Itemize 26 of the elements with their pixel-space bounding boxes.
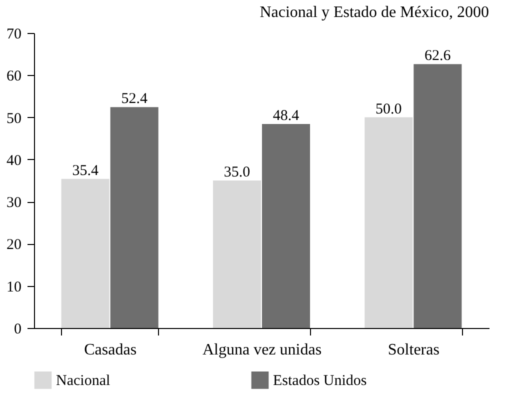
data-label: 50.0 [376, 101, 402, 118]
legend-label: Estados Unidos [273, 373, 367, 390]
x-tick-label: Solteras [388, 342, 440, 358]
legend-label: Nacional [56, 373, 110, 390]
y-tick-label: 0 [14, 322, 22, 338]
bar [364, 117, 413, 328]
data-label: 62.6 [424, 48, 452, 64]
bar [212, 180, 262, 328]
data-label: 35.0 [224, 164, 250, 180]
y-tick-label: 50 [6, 110, 22, 127]
bar [61, 178, 110, 328]
x-tick-label: Alguna vez unidas [202, 342, 322, 358]
y-tick-label: 70 [6, 26, 22, 42]
x-tick-label: Casadas [84, 342, 137, 358]
y-tick-label: 10 [6, 279, 22, 296]
y-tick-label: 60 [6, 68, 22, 85]
y-tick-label: 30 [6, 195, 22, 212]
y-tick-label: 20 [6, 237, 22, 254]
data-label: 52.4 [121, 91, 148, 108]
data-label: 35.4 [72, 162, 99, 179]
bar [110, 107, 158, 328]
data-label: 48.4 [272, 108, 300, 124]
chart-title: Nacional y Estado de México, 2000 [260, 4, 489, 21]
bar [262, 124, 310, 328]
y-tick-label: 40 [6, 152, 22, 169]
bar [414, 64, 462, 328]
